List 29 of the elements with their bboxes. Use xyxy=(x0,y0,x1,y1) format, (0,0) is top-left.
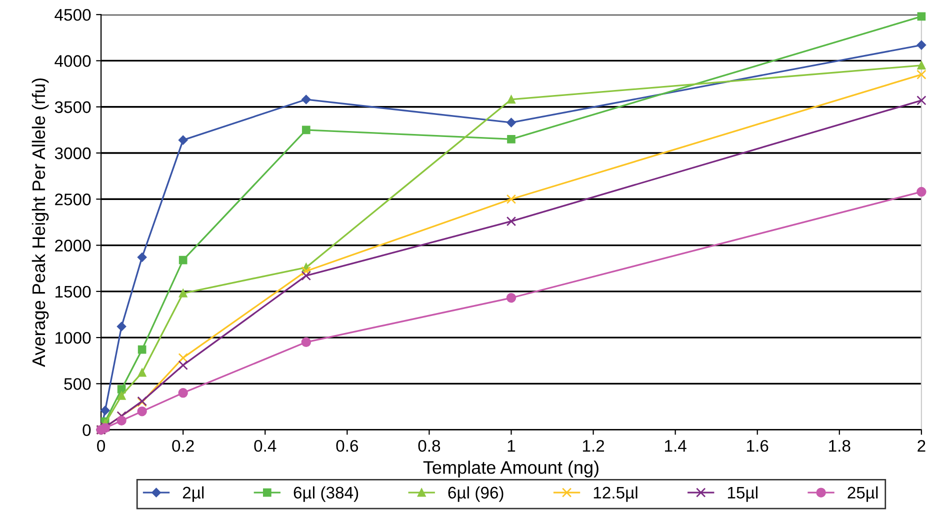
x-axis-title: Template Amount (ng) xyxy=(423,460,598,478)
x-tick-label: 1.4 xyxy=(665,440,686,452)
x-tick-label: 0.4 xyxy=(254,440,276,452)
y-tick-label: 2500 xyxy=(55,194,91,206)
legend-label: 6µl (384) xyxy=(294,486,358,502)
y-tick-label: 3000 xyxy=(54,147,91,160)
x-tick-label: 0.8 xyxy=(418,440,440,452)
legend-label: 6µl (96) xyxy=(448,486,504,502)
y-tick-label: 3500 xyxy=(54,101,91,114)
x-tick-label: 1.2 xyxy=(582,440,604,452)
legend-label: 25µl xyxy=(848,486,878,502)
x-tick-label: 1 xyxy=(508,440,516,452)
x-tick-label: 0 xyxy=(97,440,106,452)
x-tick-label: 1.6 xyxy=(747,440,768,452)
y-tick-label: 1000 xyxy=(56,332,91,344)
y-tick-label: 2000 xyxy=(55,240,91,252)
legend-label: 15µl xyxy=(728,486,758,502)
legend-label: 12.5µl xyxy=(594,486,638,502)
y-tick-label: 500 xyxy=(64,378,91,390)
x-tick-label: 0.6 xyxy=(336,440,358,452)
x-tick-label: 0.2 xyxy=(172,440,194,452)
y-tick-label: 4500 xyxy=(54,8,91,21)
y-tick-label: 0 xyxy=(82,424,91,436)
legend-label: 2µl xyxy=(182,486,204,502)
x-tick-label: 2 xyxy=(918,440,926,452)
y-tick-label: 4000 xyxy=(54,55,91,67)
x-tick-label: 1.8 xyxy=(829,440,850,452)
y-tick-label: 1500 xyxy=(56,286,91,298)
y-axis-title: Average Peak Height Per Allele (rfu) xyxy=(32,78,49,368)
